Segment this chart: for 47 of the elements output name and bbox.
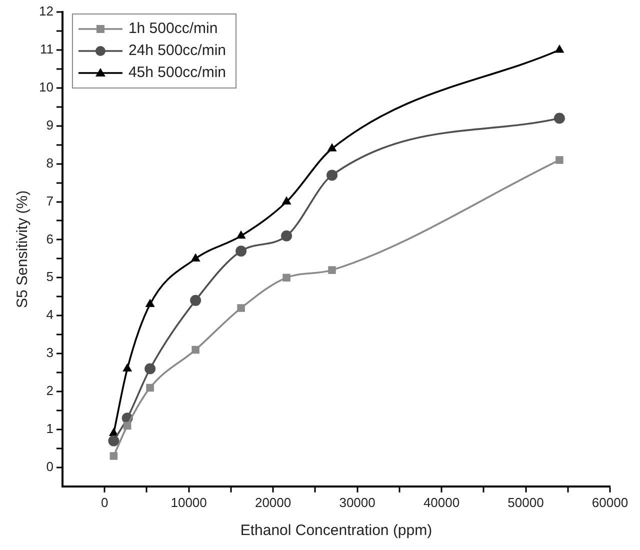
point <box>146 384 154 392</box>
point <box>145 298 155 307</box>
y-tick-label: 11 <box>40 42 54 57</box>
x-tick-label: 10000 <box>170 494 207 510</box>
y-tick-label: 10 <box>38 79 54 94</box>
point <box>281 230 292 242</box>
y-tick-label: 8 <box>46 155 54 170</box>
y-tick-label: 9 <box>46 117 54 132</box>
legend-label: 24h 500cc/min <box>128 42 226 60</box>
point <box>122 363 132 372</box>
point <box>108 435 120 446</box>
x-tick-label: 40000 <box>423 494 460 510</box>
point <box>328 266 336 274</box>
point <box>190 294 202 306</box>
x-axis-title: Ethanol Concentration (ppm) <box>240 522 432 540</box>
y-tick-label: 0 <box>46 459 54 474</box>
point <box>110 452 118 460</box>
point <box>282 196 292 205</box>
point <box>236 246 247 257</box>
y-tick-label: 3 <box>46 345 54 360</box>
y-tick-label: 2 <box>46 383 54 398</box>
legend-label: 45h 500cc/min <box>128 64 226 82</box>
point <box>123 422 132 430</box>
point <box>192 346 200 354</box>
y-tick-label: 1 <box>46 421 54 436</box>
x-tick-label: 0 <box>100 494 108 510</box>
x-tick-label: 60000 <box>592 494 628 510</box>
point <box>236 230 246 239</box>
point <box>556 156 564 164</box>
x-tick-label: 20000 <box>254 494 292 510</box>
point <box>282 274 290 282</box>
point <box>237 304 245 312</box>
y-tick-label: 7 <box>46 193 54 208</box>
point <box>190 253 200 262</box>
point <box>327 143 337 152</box>
legend-label: 1h 500cc/min <box>128 20 218 38</box>
x-tick-label: 30000 <box>339 494 376 510</box>
y-axis-title: S5 Sensitivity (%) <box>14 190 32 308</box>
y-tick-label: 4 <box>46 307 54 322</box>
y-tick-label: 5 <box>46 269 54 284</box>
y-tick-label: 12 <box>38 4 54 19</box>
point <box>554 44 564 53</box>
point <box>144 363 156 374</box>
x-tick-label: 50000 <box>508 494 544 510</box>
point <box>326 170 338 181</box>
y-tick-label: 6 <box>46 231 54 246</box>
point <box>554 112 565 124</box>
